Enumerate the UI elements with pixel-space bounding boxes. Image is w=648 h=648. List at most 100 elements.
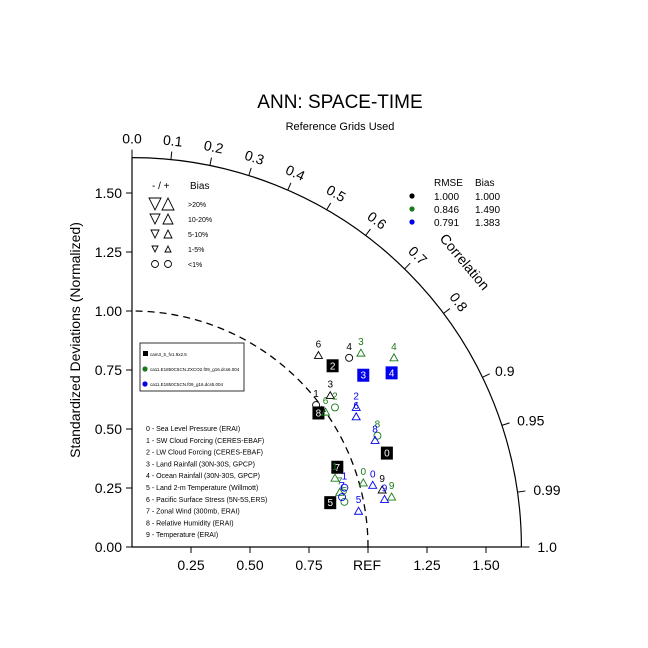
bias-up-triangle-icon [163,228,173,239]
data-point [385,366,398,380]
correlation-tick-label: 0.99 [533,482,560,498]
stats-legend-rmse: 1.000 [434,192,459,203]
variable-list-item: 4 - Ocean Rainfall (30N-30S, GPCP) [146,473,260,480]
data-point-label: 4 [346,342,352,353]
data-point-label: 3 [358,337,364,348]
data-point [389,352,399,362]
data-point [325,390,336,400]
correlation-tick-mark [443,308,451,314]
case-legend-name: cam3_5_fv1.9x2.5 [150,352,187,357]
reference-arc [131,310,369,548]
data-point-label: 1 [332,462,338,473]
y-axis-label: Standardized Deviations (Normalized) [67,222,83,458]
data-point [331,403,339,412]
x-tick-label: 0.25 [177,557,204,573]
data-point-label: 2 [332,391,338,402]
data-point [312,406,325,420]
data-point [377,485,387,494]
variable-list-item: 9 - Temperature (ERAI) [146,532,218,539]
data-point-label: 6 [353,401,359,412]
bias-legend-row-label: 10-20% [188,217,212,224]
stats-legend-rmse: 0.791 [434,218,459,229]
data-point-label: 9 [389,481,395,492]
data-point-label: 0 [384,449,390,460]
correlation-tick-label: 1.0 [537,539,557,555]
case-legend-marker [142,366,148,372]
variable-list-item: 7 - Zonal Wind (300mb, ERAI) [146,509,240,516]
data-point [326,359,339,373]
data-point-label: 8 [316,408,322,419]
y-tick-label: 0.50 [95,421,122,437]
variable-list-item: 8 - Relative Humidity (ERAI) [146,520,234,527]
y-tick-label: 0.25 [95,480,122,496]
x-tick-label: 1.25 [413,557,440,573]
correlation-tick-mark [170,151,173,160]
data-point-label: 8 [372,424,378,435]
correlation-tick-mark [482,373,490,378]
correlation-tick-mark [326,202,332,211]
bias-legend-row-label: 5-10% [188,232,208,239]
data-point [324,496,337,510]
stats-legend: RMSE Bias 1.000 1.000 0.846 1.490 0.791 1.383 [409,178,500,229]
data-point-label: 3 [360,371,366,382]
bias-legend-row-label: 1-5% [188,247,204,254]
data-point [351,402,361,411]
correlation-tick-label: 0.2 [203,137,225,157]
data-point [353,506,364,515]
data-point-label: 9 [379,474,385,485]
data-point [338,493,346,502]
correlation-tick-label: 0.3 [243,147,267,168]
case-legend-marker [142,381,148,387]
stats-legend-bias: 1.383 [475,218,500,229]
case-legend-box [139,342,245,392]
stats-legend-rmse-header: RMSE [434,178,463,189]
data-point [313,350,324,359]
x-tick-label: 0.50 [236,557,263,573]
bias-down-triangle-icon [149,213,161,226]
data-point-label: 7 [337,476,343,487]
bias-legend-bias-header: Bias [190,181,209,192]
bias-circle-icon [151,260,159,268]
variable-list-item: 2 - LW Cloud Forcing (CERES-EBAF) [146,450,263,457]
case-legend: cam3_5_fv1.9x2.5 ca11.E1850C5CN.ZXCO2.f09… [139,342,245,392]
variable-list-item: 6 - Pacific Surface Stress (5N-5S,ERS) [146,497,267,504]
data-point-label: 7 [335,463,341,474]
correlation-tick-label: 0.6 [364,208,389,233]
stats-legend-dot [409,193,415,199]
y-ticks: 0.00 0.25 0.50 0.75 1.00 1.25 1.50 [95,185,132,555]
x-tick-label: 1.50 [472,557,499,573]
data-point [351,411,361,421]
ref-label: REF [353,557,381,573]
bias-legend-sign-header: - / + [152,181,170,192]
bias-down-triangle-icon [151,245,159,254]
variable-list: 0 - Sea Level Pressure (ERAI) 1 - SW Clou… [146,426,267,539]
y-tick-label: 1.00 [95,303,122,319]
data-point [340,497,349,506]
stats-legend-dot [409,219,415,225]
correlation-label: Correlation [437,230,493,293]
correlation-tick-label: 0.9 [495,363,515,379]
data-point-label: 6 [323,396,329,407]
data-point-label: 2 [353,391,359,402]
correlation-tick-label: 0.1 [162,132,183,150]
data-point-label: 0 [360,467,366,478]
data-point-label: 1 [313,389,319,400]
data-point [380,446,393,460]
data-point-label: 0 [370,469,376,480]
y-tick-label: 0.75 [95,362,122,378]
data-point [320,407,331,416]
stats-legend-bias: 1.490 [475,205,500,216]
bias-up-triangle-icon [162,212,174,225]
correlation-tick-mark [365,228,371,236]
chart-subtitle: Reference Grids Used [286,121,395,133]
outer-arc [131,157,522,548]
data-point [330,473,340,482]
data-point [373,431,382,440]
data-point [358,478,369,487]
case-legend-name: ca11.E1850C5CN.f09_g16.dcs5.004 [150,382,223,387]
variable-list-item: 3 - Land Rainfall (30N-30S, GPCP) [146,461,255,468]
correlation-tick-label: 0.4 [283,161,307,184]
variable-list-item: 0 - Sea Level Pressure (ERAI) [146,426,240,433]
bias-legend: - / + Bias >20% 10-20% 5-10% 1-5% <1% [148,181,212,269]
variable-list-item: 1 - SW Cloud Forcing (CERES-EBAF) [146,438,264,445]
